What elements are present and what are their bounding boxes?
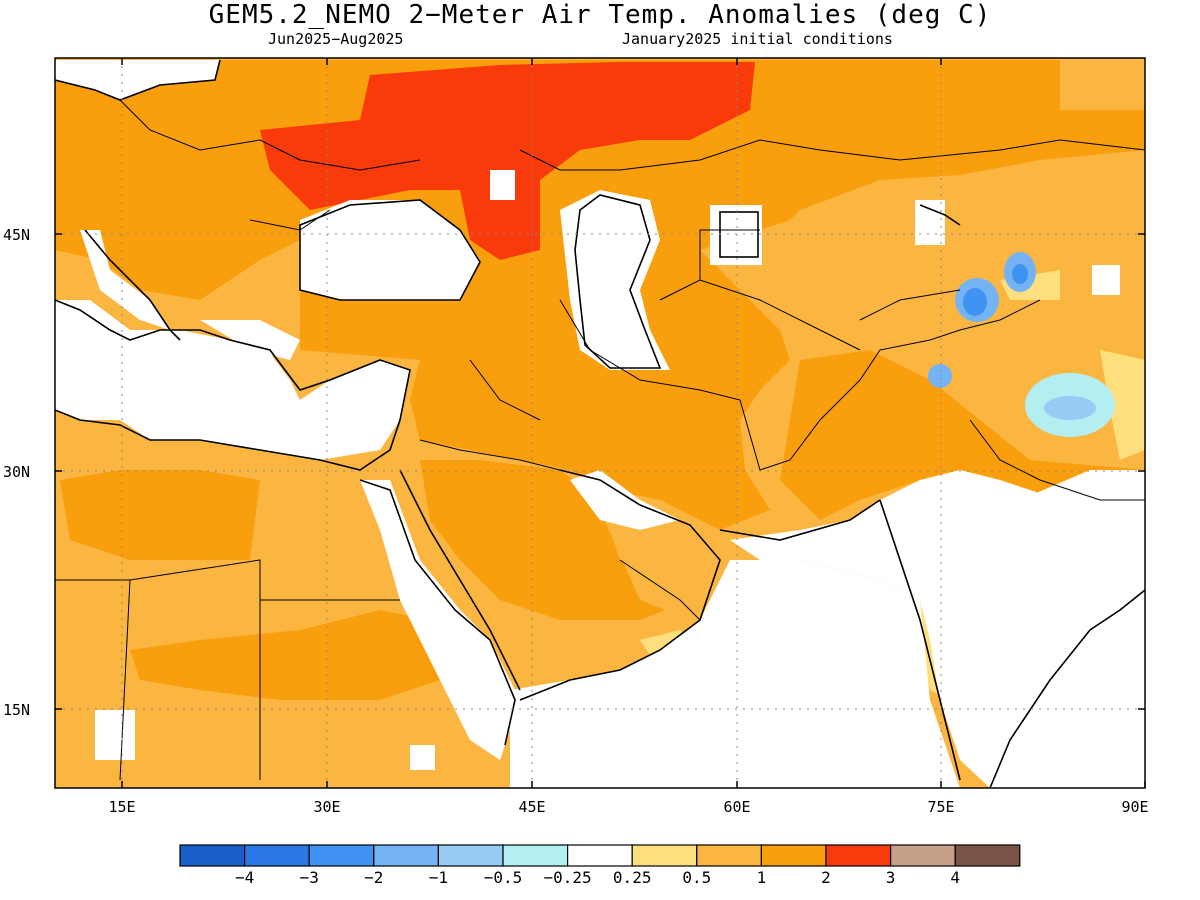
border-nepal [969, 419, 1145, 501]
colorbar-swatch-12 [954, 844, 1021, 867]
colorbar-swatch-0 [179, 844, 246, 867]
anomaly-region-cool-tianshan-inner [1012, 264, 1028, 284]
border-russia-kazakhstan [519, 139, 1145, 171]
lon-label-90e: 90E [1121, 798, 1149, 816]
border-turkmenistan [659, 279, 861, 351]
axis-ticks [55, 58, 1146, 788]
border-kazakhstan-west [699, 229, 760, 280]
colorbar-swatch-10 [825, 844, 892, 867]
colorbar-label-7: 0.5 [682, 868, 712, 887]
border-iraq-saudi [419, 439, 561, 471]
colorbar-swatch-7 [631, 844, 698, 867]
lon-label-75e: 75E [927, 798, 955, 816]
border-kyrgyzstan [859, 289, 961, 321]
border-central-europe [119, 99, 421, 171]
colorbar-swatch-8 [696, 844, 762, 867]
initial-conditions: January2025 initial conditions [622, 30, 893, 48]
anomaly-region-0.25to0.5-tibet [1100, 350, 1145, 460]
colorbar-label-8: 1 [756, 868, 767, 887]
map-frame [54, 57, 1146, 789]
colorbar-swatch-1 [244, 844, 310, 867]
coastlines [55, 59, 1145, 788]
lon-label-60e: 60E [723, 798, 751, 816]
anomaly-region-0.5to1-oman [600, 510, 720, 620]
anomaly-region-1to2-arabia [420, 460, 690, 620]
border-niger [55, 579, 131, 781]
anomaly-region-0.5to1-mongolia [1060, 60, 1145, 110]
colorbar-label-9: 2 [821, 868, 831, 887]
arabia-coast [519, 469, 721, 701]
anomaly-region-0.5to1-central-asia [700, 200, 1145, 340]
red-sea-east [399, 469, 521, 691]
colorbar-swatch-2 [308, 844, 375, 867]
lat-label-15n: 15N [3, 701, 31, 719]
colorbar-label-2: −2 [364, 868, 384, 887]
colorbar-label-5: −0.25 [543, 868, 592, 887]
pakistan-coast [719, 499, 881, 541]
black-sea-coast [299, 199, 481, 301]
baltic-coast [55, 59, 221, 101]
anomaly-region-neutral-red-sea [360, 480, 520, 760]
colorbar-label-11: 4 [950, 868, 961, 887]
anomaly-region-neutral-small [490, 170, 515, 200]
colorbar [179, 844, 1021, 867]
anomaly-region-1to2-himalaya [780, 350, 1145, 520]
anomaly-region-1to2-libya [60, 470, 260, 560]
lake-balkhash [919, 204, 961, 226]
colorbar-label-3: −1 [428, 868, 449, 887]
gridlines [55, 58, 1145, 788]
anomaly-region-cool-kyrgyz-inner [963, 288, 987, 316]
anomaly-region-neutral-black-sea [300, 200, 480, 300]
border-china-west [879, 299, 1041, 351]
anomaly-region-neutral-ethiopia [410, 745, 435, 770]
india-west-coast [879, 499, 961, 781]
colorbar-label-1: −3 [299, 868, 319, 887]
anomaly-region-neutral-aral [710, 205, 762, 265]
anomaly-region-neutral-persian-gulf [570, 470, 680, 530]
colorbar-swatch-11 [889, 844, 956, 867]
lat-label-45n: 45N [3, 226, 31, 244]
colorbar-label-4: −0.5 [483, 868, 523, 887]
lon-label-45e: 45E [518, 798, 546, 816]
colorbar-swatch-5 [502, 844, 569, 867]
lon-label-30e: 30E [313, 798, 341, 816]
border-romania [249, 209, 331, 231]
anomaly-region-neutral-arabian-sea [510, 560, 960, 788]
anomaly-region-2to3-russia [260, 62, 755, 260]
anomaly-region-neutral-mediterranean [55, 300, 410, 460]
italy-east-coast [84, 229, 181, 341]
lon-label-15e: 15E [108, 798, 136, 816]
anomaly-region-neutral-balkhash [915, 200, 945, 245]
map-title: GEM5.2_NEMO 2−Meter Air Temp. Anomalies … [208, 0, 992, 30]
anomaly-field [55, 58, 1145, 788]
colorbar-swatch-6 [566, 844, 633, 867]
anomaly-region-cool-pamir [928, 364, 952, 388]
anomaly-region-neutral-chad [95, 710, 135, 760]
anomaly-region-neutral-aegean [200, 320, 300, 360]
colorbar-swatch-4 [437, 844, 504, 867]
anomaly-region-neutral-adriatic [80, 230, 170, 330]
border-afghanistan [759, 349, 881, 471]
colorbar-label-0: −4 [234, 868, 255, 887]
colorbar-label-6: 0.25 [612, 868, 652, 887]
anomaly-region-neutral-india [730, 470, 1145, 788]
anomaly-region-cool-tibet-inner [1044, 396, 1096, 420]
anomaly-region-neutral-lobnor [1092, 265, 1120, 295]
border-libya-chad [129, 559, 261, 780]
colorbar-label-10: 3 [885, 868, 896, 887]
forecast-period: Jun2025−Aug2025 [268, 30, 404, 48]
mediterranean-coast [55, 299, 411, 471]
anomaly-region-1to2-sahel [130, 610, 440, 700]
border-oman-yemen [619, 559, 701, 621]
colorbar-swatch-3 [373, 844, 439, 867]
lat-label-30n: 30N [3, 463, 31, 481]
india-east-coast [989, 589, 1145, 788]
caspian-coast [574, 194, 662, 369]
country-borders [55, 99, 1145, 781]
border-syria-iraq [469, 359, 541, 421]
colorbar-swatch-9 [760, 844, 827, 867]
red-sea-west [359, 479, 516, 746]
border-iran [559, 299, 761, 471]
